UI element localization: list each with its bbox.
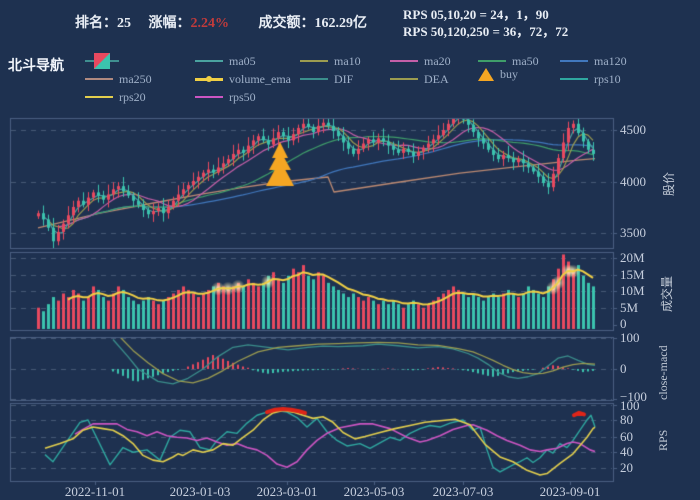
legend-label: rps10 [594, 71, 621, 86]
ma250-line-icon [85, 78, 113, 80]
volume-tick-0: 0 [620, 316, 627, 331]
ma10-line-icon [300, 60, 328, 62]
rps10-line-icon [560, 78, 588, 80]
turnover-label: 成交额： [258, 16, 315, 31]
legend-item-rps10: rps10 [560, 72, 621, 86]
dif-line-icon [300, 78, 328, 80]
legend-label: ma50 [512, 53, 539, 68]
macd-tick-0: 0 [620, 361, 627, 376]
legend-item-dif: DIF [300, 72, 353, 86]
rank-value: 25 [117, 16, 131, 31]
price-axis-label: 股价 [662, 171, 676, 196]
legend-item-buy: buy [478, 67, 518, 81]
legend-item-rps50: rps50 [195, 90, 256, 104]
rps-tick-80: 80 [620, 412, 633, 427]
rps-header-line1: RPS 05,10,20 = 24，1，90 [403, 7, 549, 22]
legend-label: DIF [334, 71, 354, 86]
legend-item-ma05: ma05 [195, 54, 256, 68]
macd-tick-100: 100 [620, 330, 640, 345]
legend-item-volume-ema: volume_ema [195, 72, 291, 86]
volume-tick-15m: 15M [620, 267, 645, 282]
legend-item-dea: DEA [390, 72, 449, 86]
candlestick-icon [94, 53, 110, 69]
rank-label: 排名： [75, 16, 117, 31]
legend-label: DEA [424, 71, 449, 86]
rps-tick-60: 60 [620, 429, 633, 444]
legend-label: ma250 [119, 71, 152, 86]
legend-label: ma120 [594, 53, 627, 68]
rps50-line-icon [195, 96, 223, 98]
volume-tick-20m: 20M [620, 250, 645, 265]
rps-axis-label: RPS [656, 429, 670, 451]
legend-item-ma10: ma10 [300, 54, 361, 68]
rps-header-line2: RPS 50,120,250 = 36，72，72 [403, 24, 569, 39]
x-tick-2022-11-01: 2022-11-01 [64, 484, 126, 499]
legend-label: ma10 [334, 53, 361, 68]
stock-name: 北斗导航 [8, 59, 64, 74]
rps-tick-40: 40 [620, 444, 633, 459]
ma05-line-icon [195, 60, 223, 62]
volume-tick-10m: 10M [620, 283, 645, 298]
macd-axis-label: close-macd [656, 345, 670, 400]
header-stats: 排名：25 涨幅：2.24% 成交额：162.29亿 [75, 12, 367, 32]
x-tick-2023-03-01: 2023-03-01 [256, 484, 318, 499]
legend-label: buy [500, 66, 518, 81]
legend-label: ma20 [424, 53, 451, 68]
price-tick-4500: 4500 [620, 122, 646, 137]
turnover-value: 162.29亿 [314, 16, 368, 31]
volume-tick-5m: 5M [620, 300, 639, 315]
ma120-line-icon [560, 60, 588, 62]
ma20-line-icon [390, 60, 418, 62]
legend-item-ma50: ma50 [478, 54, 539, 68]
macd-tick-neg100: −100 [620, 389, 647, 404]
legend-item-ma120: ma120 [560, 54, 627, 68]
change-label: 涨幅： [148, 16, 191, 31]
volume-axis-label: 成交量 [660, 275, 674, 312]
legend-label: ma05 [229, 53, 256, 68]
buy-triangle-icon [478, 67, 494, 81]
price-tick-4000: 4000 [620, 174, 646, 189]
legend-label: volume_ema [229, 71, 291, 86]
volume-ema-line-icon [195, 75, 223, 82]
legend-item-rps20: rps20 [85, 90, 146, 104]
dea-line-icon [390, 78, 418, 80]
rps20-line-icon [85, 96, 113, 98]
x-tick-2023-09-01: 2023-09-01 [539, 484, 601, 499]
change-value: 2.24% [190, 16, 230, 31]
legend-label: rps50 [229, 89, 256, 104]
rps-tick-100: 100 [620, 398, 640, 413]
ma50-line-icon [478, 60, 506, 62]
x-tick-2023-05-03: 2023-05-03 [343, 484, 405, 499]
price-tick-3500: 3500 [620, 225, 646, 240]
x-tick-2023-07-03: 2023-07-03 [432, 484, 494, 499]
x-tick-2023-01-03: 2023-01-03 [169, 484, 231, 499]
legend-item-ma250: ma250 [85, 72, 152, 86]
legend-label: rps20 [119, 89, 146, 104]
legend-item-ma20: ma20 [390, 54, 451, 68]
rps-tick-20: 20 [620, 460, 633, 475]
